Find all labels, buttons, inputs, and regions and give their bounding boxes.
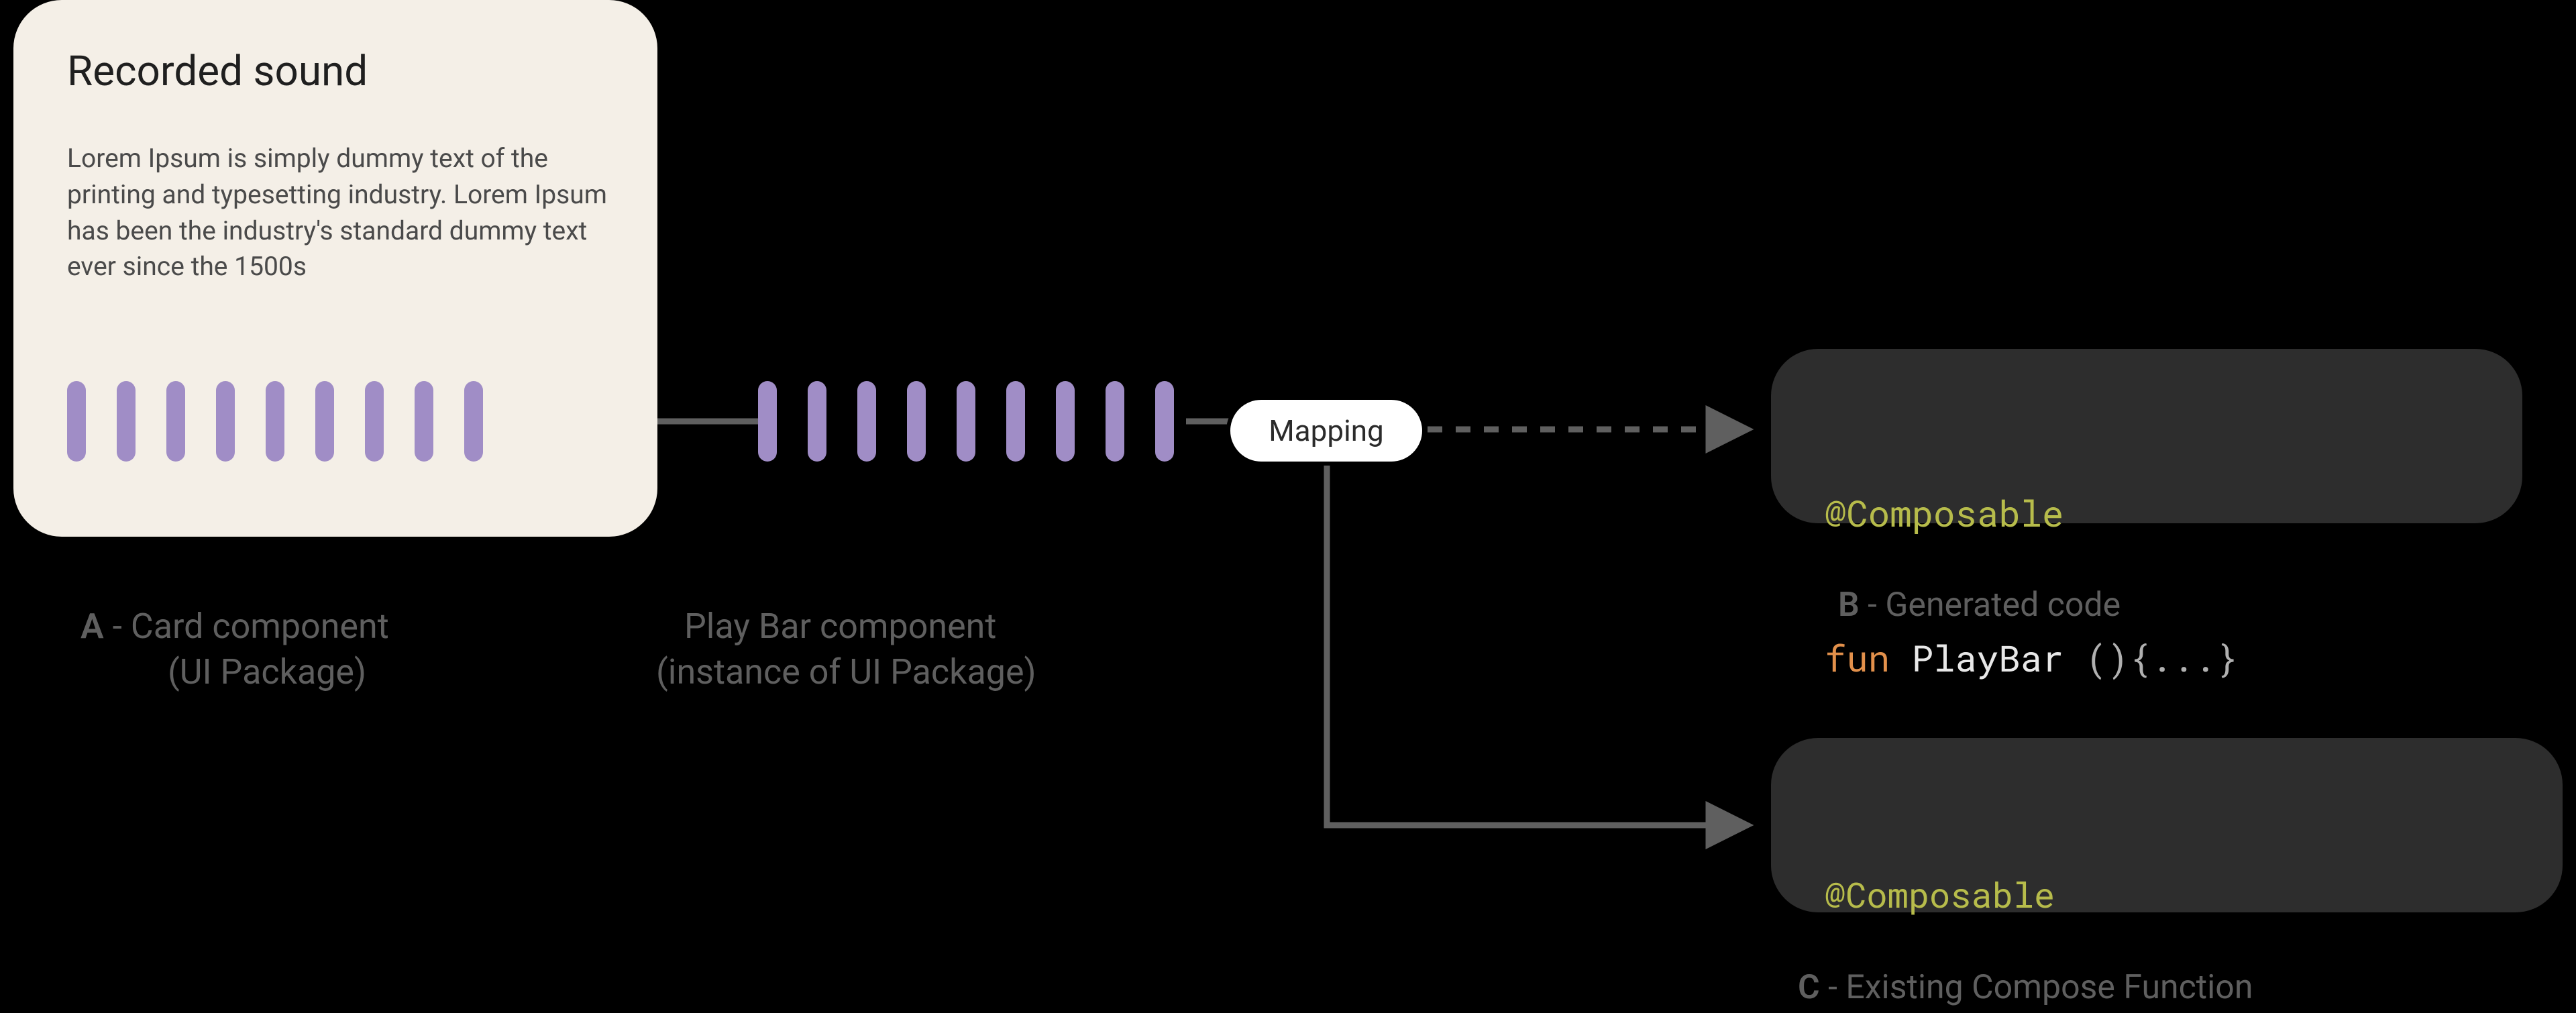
playbar-segment <box>166 381 185 462</box>
playbar-segment <box>1106 381 1124 462</box>
playbar-instance <box>758 381 1174 462</box>
playbar-segment <box>758 381 777 462</box>
label-playbar-line1: Play Bar component <box>684 604 996 649</box>
label-a-line2: (UI Package) <box>168 649 366 695</box>
existing-code-box: @Composable fun MyExistingPlaybar() {...… <box>1771 738 2563 912</box>
mapping-label: Mapping <box>1269 413 1383 448</box>
playbar-segment <box>1155 381 1174 462</box>
playbar-segment <box>315 381 334 462</box>
label-a-line1: A - Card component <box>80 604 389 649</box>
playbar-segment <box>216 381 235 462</box>
card-title: Recorded sound <box>67 47 368 96</box>
label-b: B - Generated code <box>1838 584 2121 627</box>
playbar-in-card <box>67 381 483 462</box>
mapping-pill: Mapping <box>1226 396 1426 466</box>
playbar-segment <box>365 381 384 462</box>
diagram-stage: Recorded sound Lorem Ipsum is simply dum… <box>0 0 2576 1013</box>
generated-code-box: @Composable fun PlayBar (){...} <box>1771 349 2522 523</box>
playbar-segment <box>67 381 86 462</box>
card-body-text: Lorem Ipsum is simply dummy text of the … <box>67 141 624 285</box>
generated-code-line2: fun PlayBar (){...} <box>1825 633 2469 682</box>
playbar-segment <box>808 381 826 462</box>
playbar-segment <box>266 381 284 462</box>
existing-code-line1: @Composable <box>1825 872 2509 918</box>
label-c: C - Existing Compose Function <box>1798 966 2253 1010</box>
label-playbar-line2: (instance of UI Package) <box>656 649 1036 695</box>
playbar-segment <box>857 381 876 462</box>
playbar-segment <box>1056 381 1075 462</box>
playbar-segment <box>464 381 483 462</box>
connector-mapping-to-existing <box>1327 466 1744 825</box>
playbar-segment <box>415 381 433 462</box>
generated-code-line1: @Composable <box>1825 488 2469 537</box>
playbar-segment <box>957 381 975 462</box>
playbar-segment <box>1006 381 1025 462</box>
playbar-segment <box>117 381 136 462</box>
card-component: Recorded sound Lorem Ipsum is simply dum… <box>13 0 657 537</box>
playbar-segment <box>907 381 926 462</box>
